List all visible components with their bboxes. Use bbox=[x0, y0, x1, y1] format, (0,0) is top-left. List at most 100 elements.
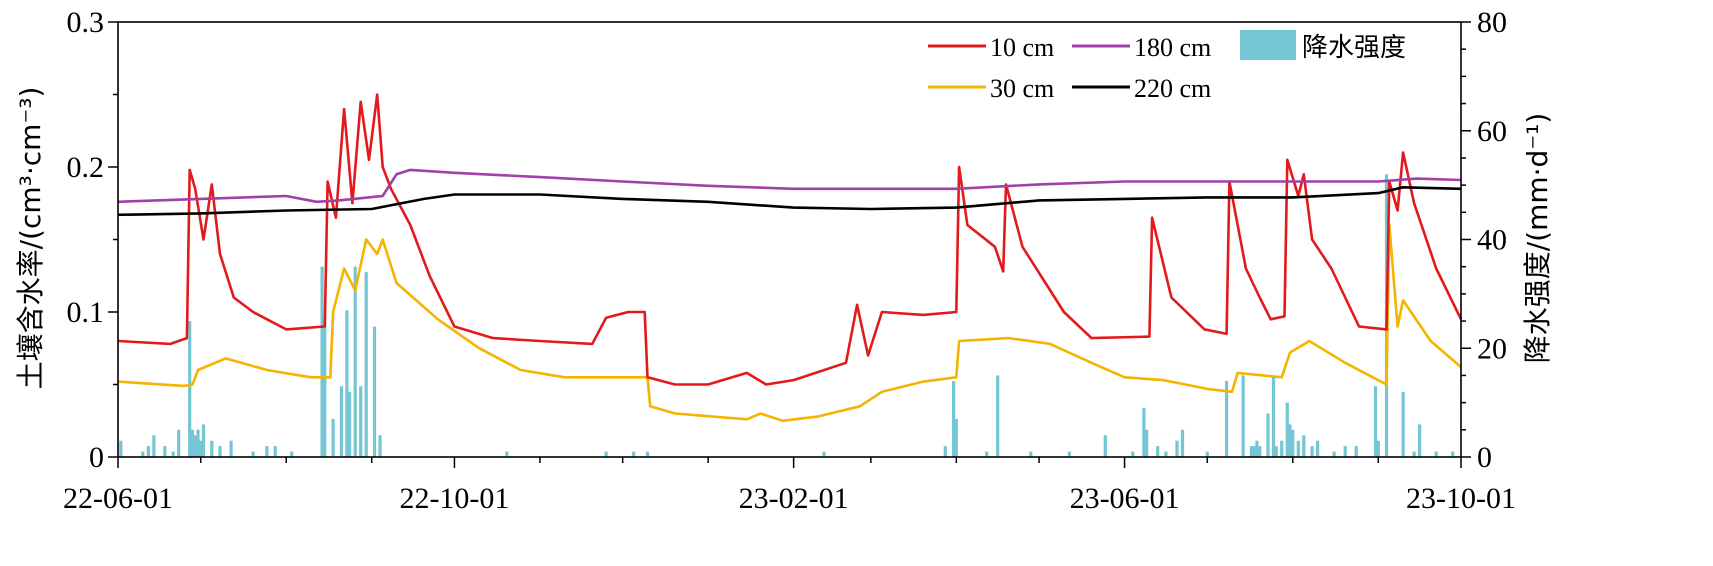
precipitation-bar bbox=[177, 429, 181, 457]
precipitation-bar bbox=[1156, 446, 1160, 457]
precipitation-bar bbox=[985, 451, 989, 457]
x-tick-label: 23-10-01 bbox=[1406, 482, 1516, 515]
precipitation-bar bbox=[1067, 451, 1071, 457]
series-line-10cm bbox=[117, 93, 1463, 386]
precipitation-bar bbox=[146, 446, 150, 457]
soil-moisture-lines bbox=[117, 93, 1463, 423]
precipitation-bar bbox=[348, 391, 352, 458]
precipitation-bar bbox=[1451, 451, 1455, 457]
precipitation-bar bbox=[954, 418, 958, 457]
left-axis-title: 土壤含水率/(cm³·cm⁻³) bbox=[14, 87, 47, 390]
precipitation-bar bbox=[364, 272, 368, 457]
precipitation-bar bbox=[345, 310, 349, 457]
precipitation-bar bbox=[1145, 429, 1149, 457]
x-tick-label: 22-06-01 bbox=[63, 482, 173, 515]
precipitation-bar bbox=[353, 266, 357, 457]
precipitation-bar bbox=[378, 435, 382, 458]
precipitation-bar bbox=[1029, 451, 1033, 457]
legend-label-220cm: 220 cm bbox=[1134, 74, 1211, 103]
precipitation-bar bbox=[1225, 380, 1229, 457]
precipitation-bar bbox=[1131, 451, 1135, 457]
precipitation-bar bbox=[1296, 440, 1300, 457]
precipitation-bar bbox=[190, 429, 195, 457]
legend-label-10cm: 10 cm bbox=[990, 33, 1054, 62]
series-line-30cm bbox=[117, 223, 1462, 423]
precipitation-bar bbox=[943, 446, 947, 457]
precipitation-bar bbox=[1274, 446, 1278, 457]
legend-label-precipitation: 降水强度 bbox=[1302, 33, 1406, 63]
precipitation-bar bbox=[229, 440, 233, 457]
series-line-180cm bbox=[117, 168, 1462, 204]
precipitation-bar bbox=[210, 440, 214, 457]
y-right-tick-label: 40 bbox=[1477, 224, 1507, 257]
precipitation-bar bbox=[1316, 440, 1320, 457]
tick-labels: 22-06-01 22-10-01 23-02-01 23-06-01 23-10-01… bbox=[63, 6, 1516, 515]
precipitation-bar bbox=[505, 451, 509, 457]
precipitation-bar bbox=[359, 386, 363, 457]
y-left-tick-label: 0.2 bbox=[67, 151, 105, 184]
precipitation-bar bbox=[1241, 375, 1245, 457]
y-left-tick-label: 0.3 bbox=[67, 6, 105, 39]
precipitation-bar bbox=[323, 321, 327, 457]
precipitation-bar bbox=[171, 451, 175, 457]
precipitation-bar bbox=[1418, 424, 1422, 457]
precipitation-bar bbox=[1249, 446, 1253, 457]
y-right-tick-label: 80 bbox=[1477, 6, 1507, 39]
precipitation-bar bbox=[201, 424, 206, 457]
precipitation-bar bbox=[1354, 446, 1358, 457]
precipitation-bar bbox=[251, 451, 255, 457]
precipitation-bar bbox=[1252, 446, 1256, 457]
precipitation-bar bbox=[1285, 402, 1289, 457]
precipitation-bar bbox=[1373, 386, 1378, 457]
precipitation-bar bbox=[1288, 424, 1292, 457]
y-left-tick-label: 0.1 bbox=[67, 296, 105, 329]
precipitation-bar bbox=[339, 386, 343, 457]
x-tick-label: 23-06-01 bbox=[1070, 482, 1180, 515]
precipitation-bar bbox=[1332, 451, 1336, 457]
precipitation-bar bbox=[1310, 446, 1314, 457]
precipitation-bar bbox=[645, 451, 650, 457]
y-left-tick-label: 0 bbox=[89, 441, 104, 474]
y-right-tick-label: 0 bbox=[1477, 441, 1492, 474]
plot-frame bbox=[117, 21, 1462, 458]
precipitation-bars bbox=[119, 174, 1455, 458]
precipitation-bar bbox=[1302, 435, 1306, 458]
precipitation-bar bbox=[822, 451, 826, 457]
precipitation-bar bbox=[632, 451, 636, 457]
precipitation-bar bbox=[1255, 440, 1259, 457]
precipitation-bar bbox=[1434, 451, 1438, 457]
precipitation-bar bbox=[320, 266, 324, 457]
precipitation-bar bbox=[265, 446, 269, 457]
precipitation-bar bbox=[1343, 446, 1347, 457]
precipitation-bar bbox=[199, 440, 203, 457]
precipitation-bar bbox=[218, 446, 222, 457]
y-right-tick-label: 60 bbox=[1477, 115, 1507, 148]
precipitation-bar bbox=[1205, 451, 1209, 457]
precipitation-bar bbox=[1266, 413, 1270, 457]
precipitation-bar bbox=[1258, 446, 1262, 457]
precipitation-bar bbox=[1175, 440, 1179, 457]
precipitation-bar bbox=[331, 418, 335, 457]
precipitation-bar bbox=[1401, 391, 1405, 458]
precipitation-bar bbox=[193, 435, 197, 458]
precipitation-bar bbox=[996, 375, 1000, 457]
y-right-tick-label: 20 bbox=[1477, 332, 1507, 365]
legend-label-180cm: 180 cm bbox=[1134, 33, 1211, 62]
precipitation-bar bbox=[1180, 429, 1185, 457]
precipitation-bar bbox=[152, 435, 156, 458]
right-axis-title: 降水强度/(mm·d⁻¹) bbox=[1521, 113, 1554, 364]
precipitation-bar bbox=[952, 380, 956, 457]
precipitation-bar bbox=[141, 451, 145, 457]
precipitation-bar bbox=[119, 440, 123, 457]
precipitation-bar bbox=[1412, 451, 1416, 457]
precipitation-bar bbox=[1271, 375, 1276, 457]
legend-swatch-precipitation bbox=[1240, 30, 1296, 60]
precipitation-bar bbox=[196, 429, 200, 457]
precipitation-bar bbox=[604, 451, 608, 457]
series-line-220cm bbox=[117, 186, 1462, 217]
axes bbox=[108, 21, 1471, 468]
legend: 10 cm 180 cm 降水强度 30 cm 220 cm bbox=[928, 30, 1406, 103]
legend-label-30cm: 30 cm bbox=[990, 74, 1054, 103]
precipitation-bar bbox=[1280, 440, 1284, 457]
